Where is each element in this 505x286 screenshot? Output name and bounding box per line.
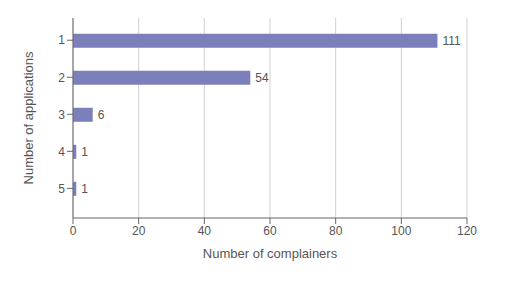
svg-text:40: 40: [198, 224, 212, 238]
svg-text:100: 100: [391, 224, 411, 238]
svg-text:54: 54: [255, 71, 269, 85]
svg-text:2: 2: [58, 71, 65, 85]
svg-text:5: 5: [58, 182, 65, 196]
svg-text:1: 1: [81, 182, 88, 196]
svg-text:20: 20: [132, 224, 146, 238]
svg-text:1: 1: [58, 33, 65, 47]
svg-text:Number of applications: Number of applications: [21, 51, 36, 184]
svg-text:60: 60: [263, 224, 277, 238]
svg-text:111: 111: [442, 34, 461, 48]
svg-text:4: 4: [58, 145, 65, 159]
svg-text:120: 120: [457, 224, 477, 238]
svg-text:0: 0: [70, 224, 77, 238]
svg-text:6: 6: [98, 108, 105, 122]
svg-text:80: 80: [329, 224, 343, 238]
svg-text:3: 3: [58, 108, 65, 122]
svg-text:Number of complainers: Number of complainers: [203, 246, 338, 261]
svg-text:1: 1: [81, 145, 88, 159]
